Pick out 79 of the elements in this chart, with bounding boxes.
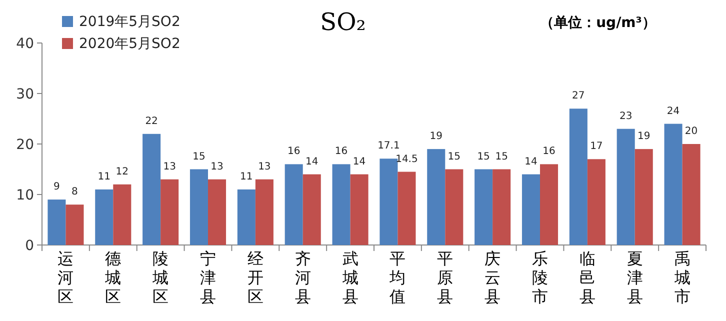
bar (208, 179, 226, 245)
data-label: 24 (666, 106, 680, 117)
y-tick-label: 40 (16, 36, 34, 52)
bar (522, 174, 540, 245)
bar (634, 149, 653, 245)
y-tick-label: 20 (16, 137, 34, 153)
data-label: 14 (306, 156, 318, 168)
y-tick-label: 30 (16, 86, 34, 102)
legend-label: 2020年5月SO2 (79, 36, 180, 52)
data-label: 16 (334, 146, 348, 158)
data-label: 14 (524, 156, 538, 168)
y-tick-label: 10 (16, 188, 34, 204)
data-label: 13 (210, 161, 224, 172)
data-label: 20 (684, 126, 698, 137)
bar (492, 169, 511, 245)
data-label: 8 (72, 186, 78, 198)
data-label: 11 (98, 171, 110, 182)
bar (284, 164, 303, 245)
data-label: 23 (619, 110, 632, 122)
bar (350, 174, 368, 245)
data-label: 17 (590, 141, 603, 152)
bar (48, 200, 66, 245)
data-label: 16 (542, 146, 556, 158)
x-tick-label: 夏津县 (626, 249, 643, 306)
x-tick-label: 庆云县 (484, 249, 501, 306)
bar (95, 189, 114, 245)
bar (160, 179, 179, 245)
x-tick-label: 禹城市 (673, 249, 690, 306)
data-label: 15 (477, 151, 490, 162)
bar (616, 128, 635, 245)
x-tick-label: 平均值 (388, 249, 406, 306)
bar (380, 158, 398, 245)
data-label: 14 (352, 156, 366, 168)
y-tick-label: 0 (25, 238, 34, 254)
bar (237, 189, 256, 245)
bar (190, 169, 208, 245)
x-tick-label: 运河区 (58, 249, 74, 306)
bar (540, 164, 558, 245)
bar (682, 144, 700, 245)
bar (332, 164, 350, 245)
bar (427, 149, 446, 245)
data-label: 13 (163, 161, 176, 172)
bar (664, 124, 682, 245)
bar (445, 169, 464, 245)
chart-title: SO₂ (320, 8, 366, 36)
data-label: 11 (240, 171, 253, 182)
data-label: 15 (495, 151, 508, 162)
text: （单位：ug/m³） (540, 15, 656, 31)
bar (474, 169, 493, 245)
bar (142, 134, 161, 245)
data-label: 22 (145, 116, 158, 127)
x-tick-label: 经开区 (247, 249, 264, 306)
x-tick-label: 陵城区 (152, 249, 169, 306)
x-tick-label: 武城县 (341, 249, 358, 306)
bar (302, 174, 321, 245)
x-tick-label: 乐陵市 (532, 249, 548, 306)
bar (587, 159, 606, 245)
data-label: 17.1 (378, 140, 400, 152)
bar (569, 108, 588, 245)
legend-label: 2019年5月SO2 (79, 14, 180, 30)
data-label: 15 (192, 151, 206, 162)
data-label: 14.5 (396, 154, 418, 165)
data-label: 9 (54, 182, 60, 193)
data-label: 13 (258, 161, 271, 172)
x-tick-label: 平原县 (437, 249, 454, 306)
x-tick-label: 宁津县 (200, 249, 216, 306)
bar (113, 184, 132, 245)
x-tick-label: 临邑县 (579, 249, 596, 306)
data-label: 15 (448, 151, 461, 162)
bar (66, 204, 84, 245)
bar (398, 172, 416, 245)
x-tick-label: 德城区 (104, 249, 122, 306)
data-label: 19 (430, 131, 442, 142)
data-label: 27 (572, 90, 585, 102)
bar (255, 179, 274, 245)
x-tick-label: 齐河县 (294, 249, 311, 306)
data-label: 12 (116, 166, 129, 178)
data-label: 19 (638, 131, 650, 142)
data-label: 16 (287, 146, 300, 158)
